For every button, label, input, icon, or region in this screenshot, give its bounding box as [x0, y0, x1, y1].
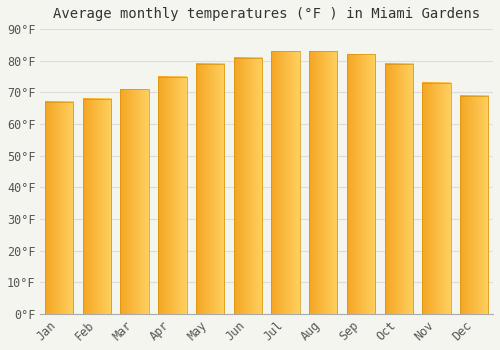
Bar: [422, 83, 450, 314]
Bar: [384, 64, 413, 314]
Bar: [234, 57, 262, 314]
Bar: [45, 102, 74, 314]
Bar: [196, 64, 224, 314]
Bar: [120, 89, 149, 314]
Title: Average monthly temperatures (°F ) in Miami Gardens: Average monthly temperatures (°F ) in Mi…: [53, 7, 480, 21]
Bar: [83, 99, 111, 314]
Bar: [460, 96, 488, 314]
Bar: [309, 51, 338, 314]
Bar: [347, 54, 375, 314]
Bar: [272, 51, 299, 314]
Bar: [158, 77, 186, 314]
